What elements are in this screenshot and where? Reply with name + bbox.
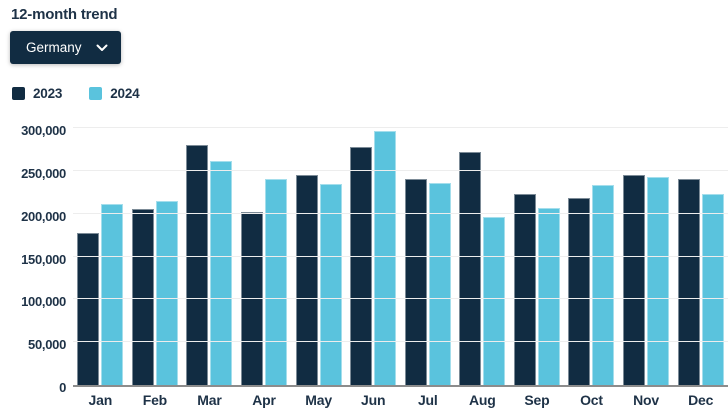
bar-2024-sep[interactable] [537,208,560,385]
bar-group-apr [237,130,292,385]
bar-group-nov [619,130,674,385]
x-axis-label-may: May [305,392,332,408]
bar-2023-sep[interactable] [513,194,536,385]
x-axis-label-jan: Jan [88,392,113,408]
bar-2024-aug[interactable] [483,217,506,385]
y-tick-label: 50,000 [28,337,66,353]
bar-2023-jun[interactable] [350,147,373,385]
bar-chart: 0 50,000 100,000 150,000 200,000 250,000 300,0… [0,123,728,395]
bar-group-jul [400,130,455,385]
country-dropdown[interactable]: Germany [10,31,121,64]
x-axis-label-sep: Sep [524,392,550,408]
gridline [73,127,728,128]
bar-group-sep [510,130,565,385]
bar-group-mar [182,130,237,385]
bar-2023-nov[interactable] [623,175,646,385]
bar-groups [73,130,728,385]
legend-item-2024: 2024 [89,86,140,101]
x-axis-label-feb: Feb [142,392,168,408]
bar-2024-jun[interactable] [374,131,397,385]
bar-group-jun [346,130,401,385]
legend-swatch-2024 [89,87,103,100]
bar-2023-dec[interactable] [677,179,700,385]
x-axis-label-apr: Apr [252,392,276,408]
x-axis-label-jul: Jul [417,392,438,408]
bar-group-oct [564,130,619,385]
country-dropdown-value: Germany [26,40,82,55]
bar-2024-jan[interactable] [101,204,124,385]
bar-group-may [291,130,346,385]
x-axis-label-nov: Nov [633,392,659,408]
legend-label-2023: 2023 [33,86,63,101]
x-axis-label-dec: Dec [688,392,714,408]
y-tick-label: 200,000 [21,208,66,224]
bar-group-dec [673,130,728,385]
bar-2023-feb[interactable] [131,209,154,385]
y-tick-label: 300,000 [21,123,66,138]
x-axis-label-oct: Oct [580,392,603,408]
bar-2024-mar[interactable] [210,161,233,385]
gridline [73,298,728,300]
bar-group-jan [73,130,128,385]
gridline [73,341,728,343]
bar-2023-jul[interactable] [404,179,427,385]
bar-2023-oct[interactable] [568,198,591,385]
bar-group-feb [128,130,183,385]
gridline [73,212,728,214]
gridline [73,169,728,171]
bar-2023-may[interactable] [295,175,318,385]
y-axis: 0 50,000 100,000 150,000 200,000 250,000 300,0… [0,123,73,395]
page-title: 12-month trend [11,6,118,23]
x-axis-label-aug: Aug [469,392,496,408]
gridline [73,255,728,257]
bar-2024-feb[interactable] [155,201,178,385]
y-tick-label: 250,000 [21,165,66,181]
bar-2024-may[interactable] [319,184,342,385]
legend-item-2023: 2023 [12,86,62,101]
x-axis-label-mar: Mar [197,392,222,408]
y-tick-label: 100,000 [21,294,66,310]
x-axis: Jan Feb Mar Apr May Jun Jul Aug Sep Oct Nov Dec [0,392,728,408]
x-axis-labels: Jan Feb Mar Apr May Jun Jul Aug Sep Oct Nov Dec [73,392,728,408]
legend-label-2024: 2024 [110,86,140,101]
legend: 2023 2024 [12,86,728,101]
bar-2024-oct[interactable] [592,185,615,385]
bar-2024-apr[interactable] [265,179,288,385]
bar-2024-jul[interactable] [428,183,451,385]
plot-area [73,127,728,387]
legend-swatch-2023 [12,87,25,100]
bar-2024-nov[interactable] [647,177,670,385]
bar-group-aug [455,130,510,385]
y-tick-label: 150,000 [21,251,66,267]
x-axis-label-jun: Jun [361,392,386,408]
y-tick-label: 0 [59,380,66,395]
chevron-down-icon [96,44,108,52]
bar-2024-dec[interactable] [701,194,724,385]
bar-2023-jan[interactable] [77,233,100,385]
bar-2023-mar[interactable] [186,145,209,385]
bar-2023-aug[interactable] [459,152,482,385]
